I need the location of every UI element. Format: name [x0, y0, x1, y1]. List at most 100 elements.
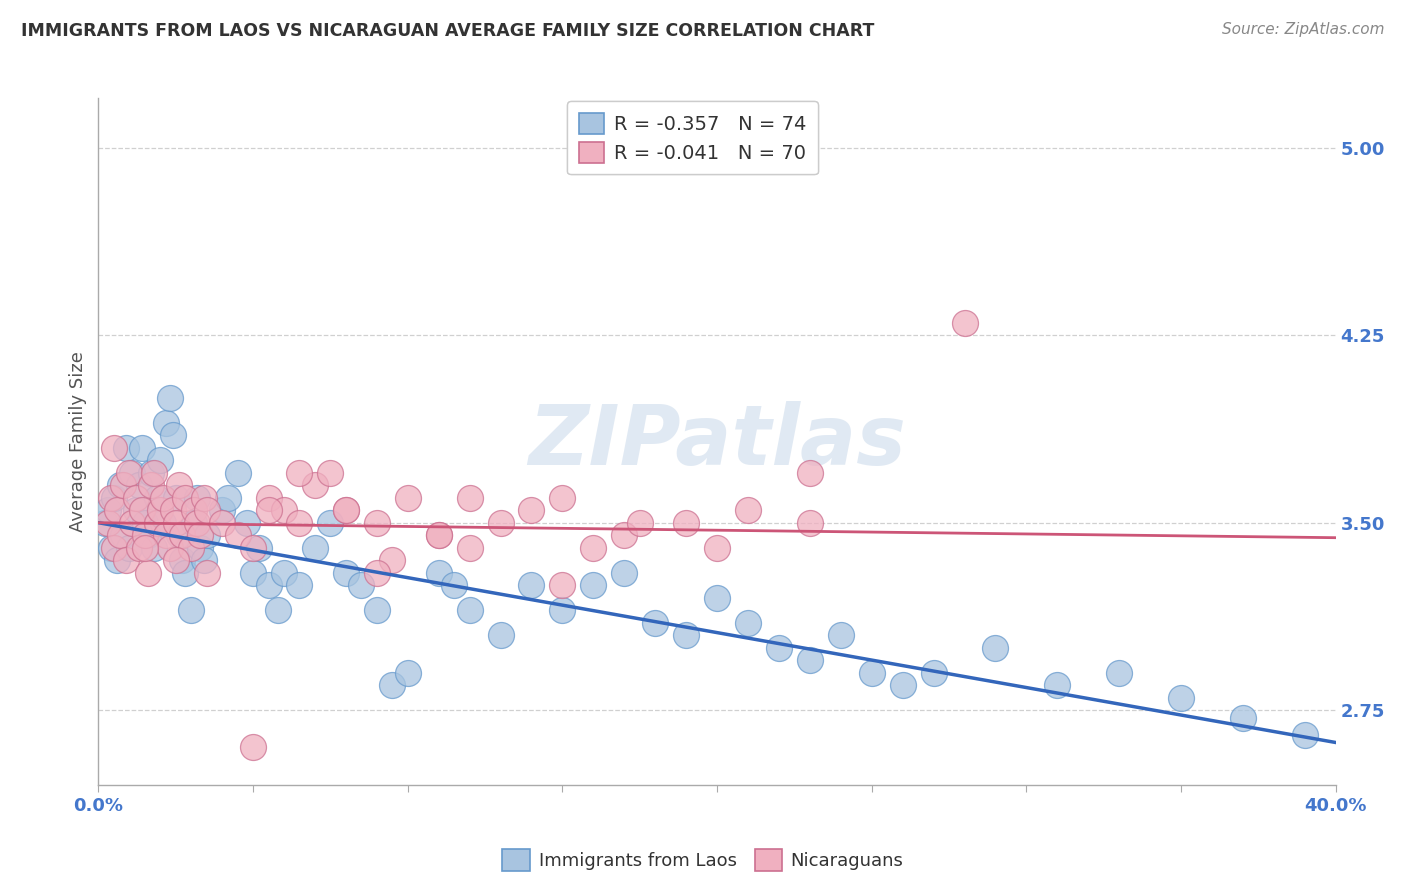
Point	[115, 441, 138, 455]
Point	[366, 516, 388, 530]
Point	[195, 528, 218, 542]
Point	[149, 453, 172, 467]
Point	[644, 615, 666, 630]
Point	[304, 541, 326, 555]
Point	[582, 578, 605, 592]
Y-axis label: Average Family Size: Average Family Size	[69, 351, 87, 532]
Point	[115, 553, 138, 567]
Point	[131, 441, 153, 455]
Point	[226, 528, 249, 542]
Point	[155, 416, 177, 430]
Point	[613, 528, 636, 542]
Point	[167, 528, 190, 542]
Point	[180, 541, 202, 555]
Point	[489, 516, 512, 530]
Point	[458, 603, 481, 617]
Point	[121, 466, 143, 480]
Point	[551, 578, 574, 592]
Point	[236, 516, 259, 530]
Point	[427, 528, 450, 542]
Point	[136, 528, 159, 542]
Point	[799, 466, 821, 480]
Point	[1108, 665, 1130, 680]
Point	[162, 428, 184, 442]
Point	[186, 491, 208, 505]
Point	[195, 566, 218, 580]
Point	[170, 553, 193, 567]
Point	[217, 491, 239, 505]
Point	[103, 491, 125, 505]
Point	[242, 740, 264, 755]
Point	[319, 466, 342, 480]
Point	[366, 603, 388, 617]
Point	[381, 553, 404, 567]
Point	[257, 491, 280, 505]
Point	[143, 541, 166, 555]
Point	[242, 541, 264, 555]
Point	[136, 566, 159, 580]
Point	[350, 578, 373, 592]
Point	[195, 503, 218, 517]
Point	[193, 491, 215, 505]
Point	[427, 566, 450, 580]
Point	[128, 541, 150, 555]
Point	[860, 665, 883, 680]
Point	[984, 640, 1007, 655]
Point	[267, 603, 290, 617]
Point	[443, 578, 465, 592]
Point	[319, 516, 342, 530]
Point	[103, 441, 125, 455]
Point	[335, 503, 357, 517]
Text: IMMIGRANTS FROM LAOS VS NICARAGUAN AVERAGE FAMILY SIZE CORRELATION CHART: IMMIGRANTS FROM LAOS VS NICARAGUAN AVERA…	[21, 22, 875, 40]
Point	[427, 528, 450, 542]
Point	[155, 528, 177, 542]
Point	[257, 578, 280, 592]
Legend: R = -0.357   N = 74, R = -0.041   N = 70: R = -0.357 N = 74, R = -0.041 N = 70	[567, 101, 818, 175]
Point	[273, 566, 295, 580]
Point	[799, 516, 821, 530]
Point	[170, 528, 193, 542]
Point	[108, 528, 131, 542]
Point	[706, 591, 728, 605]
Point	[97, 516, 120, 530]
Point	[211, 503, 233, 517]
Point	[288, 466, 311, 480]
Point	[226, 466, 249, 480]
Point	[489, 628, 512, 642]
Point	[162, 503, 184, 517]
Point	[165, 491, 187, 505]
Legend: Immigrants from Laos, Nicaraguans: Immigrants from Laos, Nicaraguans	[495, 842, 911, 879]
Point	[139, 466, 162, 480]
Point	[149, 503, 172, 517]
Point	[922, 665, 945, 680]
Text: Source: ZipAtlas.com: Source: ZipAtlas.com	[1222, 22, 1385, 37]
Point	[675, 628, 697, 642]
Point	[105, 553, 128, 567]
Point	[124, 503, 146, 517]
Point	[167, 478, 190, 492]
Point	[396, 491, 419, 505]
Point	[247, 541, 270, 555]
Point	[1232, 710, 1254, 724]
Point	[183, 503, 205, 517]
Point	[304, 478, 326, 492]
Point	[1046, 678, 1069, 692]
Point	[134, 516, 156, 530]
Point	[121, 516, 143, 530]
Point	[100, 491, 122, 505]
Point	[143, 466, 166, 480]
Point	[582, 541, 605, 555]
Point	[396, 665, 419, 680]
Point	[97, 503, 120, 517]
Point	[768, 640, 790, 655]
Point	[146, 491, 169, 505]
Point	[799, 653, 821, 667]
Point	[183, 516, 205, 530]
Text: ZIPatlas: ZIPatlas	[529, 401, 905, 482]
Point	[551, 491, 574, 505]
Point	[737, 615, 759, 630]
Point	[100, 541, 122, 555]
Point	[190, 541, 212, 555]
Point	[112, 478, 135, 492]
Point	[830, 628, 852, 642]
